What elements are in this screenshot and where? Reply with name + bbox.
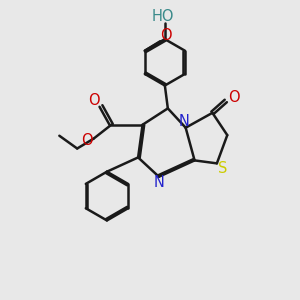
Text: O: O: [228, 91, 240, 106]
Text: S: S: [218, 161, 227, 176]
Text: O: O: [88, 93, 100, 108]
Text: O: O: [160, 28, 171, 44]
Text: N: N: [179, 114, 190, 129]
Text: O: O: [81, 133, 93, 148]
Text: HO: HO: [152, 9, 175, 24]
Text: N: N: [154, 175, 165, 190]
